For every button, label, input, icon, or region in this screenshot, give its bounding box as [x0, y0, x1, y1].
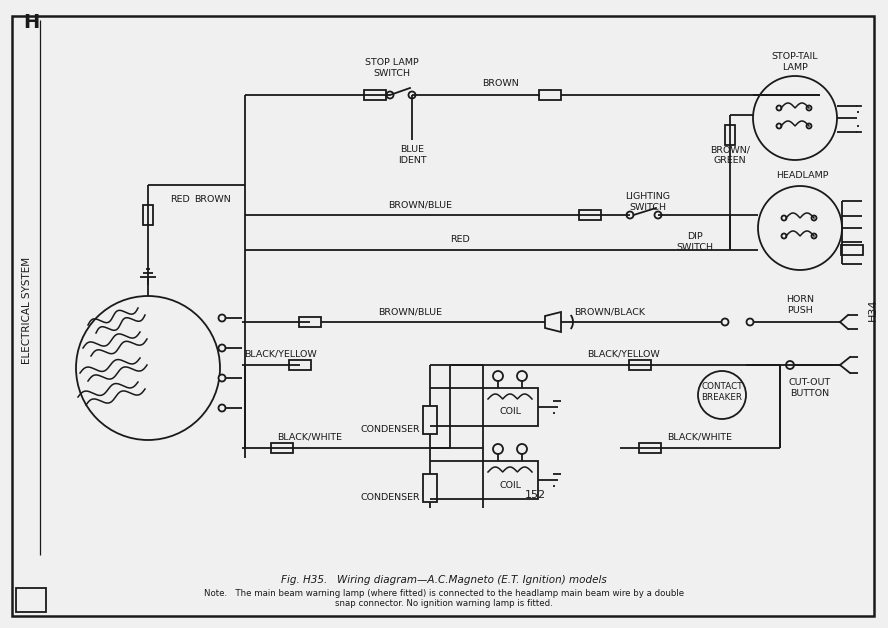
Circle shape	[517, 371, 527, 381]
Circle shape	[753, 76, 837, 160]
Circle shape	[758, 186, 842, 270]
Bar	[271, 443, 293, 453]
Circle shape	[781, 215, 787, 220]
Text: LIGHTING
SWITCH: LIGHTING SWITCH	[625, 192, 670, 212]
Text: snap connector. No ignition warning lamp is fitted.: snap connector. No ignition warning lamp…	[335, 598, 553, 607]
Text: BROWN/
GREEN: BROWN/ GREEN	[710, 145, 750, 165]
Text: CONDENSER: CONDENSER	[361, 426, 420, 435]
Text: HORN
PUSH: HORN PUSH	[786, 295, 814, 315]
Circle shape	[812, 215, 816, 220]
Text: BROWN/BLUE: BROWN/BLUE	[388, 200, 452, 210]
Text: CONTACT
BREAKER: CONTACT BREAKER	[702, 382, 743, 402]
Text: RED: RED	[170, 195, 190, 205]
Circle shape	[721, 318, 728, 325]
Bar	[289, 360, 311, 370]
Text: Fig. H35.   Wiring diagram—A.C.Magneto (E.T. Ignition) models: Fig. H35. Wiring diagram—A.C.Magneto (E.…	[281, 575, 607, 585]
Circle shape	[747, 318, 754, 325]
Bar	[16, 588, 46, 612]
Circle shape	[218, 404, 226, 411]
Text: RED: RED	[450, 234, 470, 244]
Text: BLACK/YELLOW: BLACK/YELLOW	[243, 350, 316, 359]
Circle shape	[517, 444, 527, 454]
Circle shape	[812, 234, 816, 239]
Bar	[579, 210, 601, 220]
Circle shape	[776, 106, 781, 111]
Text: Note.   The main beam warning lamp (where fitted) is connected to the headlamp m: Note. The main beam warning lamp (where …	[204, 588, 684, 597]
Circle shape	[76, 296, 220, 440]
Text: BLACK/YELLOW: BLACK/YELLOW	[587, 350, 660, 359]
Bar	[299, 317, 321, 327]
Text: BLUE
IDENT: BLUE IDENT	[398, 145, 426, 165]
Text: CONDENSER: CONDENSER	[361, 494, 420, 502]
Circle shape	[493, 371, 503, 381]
Circle shape	[218, 345, 226, 352]
Bar	[539, 90, 561, 100]
Bar	[482, 461, 537, 499]
Bar	[725, 125, 735, 145]
Bar	[482, 388, 537, 426]
Text: ELECTRICAL SYSTEM: ELECTRICAL SYSTEM	[22, 256, 32, 364]
Text: BROWN: BROWN	[194, 195, 231, 205]
Text: COIL: COIL	[499, 480, 521, 489]
Circle shape	[776, 124, 781, 129]
Text: STOP-TAIL
LAMP: STOP-TAIL LAMP	[772, 52, 819, 72]
Bar	[629, 360, 651, 370]
Circle shape	[698, 371, 746, 419]
Bar	[841, 245, 863, 255]
Bar	[423, 474, 437, 502]
Text: H34: H34	[868, 299, 878, 322]
Text: H: H	[23, 13, 39, 31]
Circle shape	[781, 234, 787, 239]
Text: DIP
SWITCH: DIP SWITCH	[677, 232, 713, 252]
Text: STOP LAMP
SWITCH: STOP LAMP SWITCH	[365, 58, 419, 78]
Text: CUT-OUT
BUTTON: CUT-OUT BUTTON	[789, 378, 831, 398]
Text: BROWN/BLUE: BROWN/BLUE	[378, 308, 442, 317]
Circle shape	[806, 106, 812, 111]
Bar	[423, 406, 437, 434]
Circle shape	[386, 92, 393, 99]
Bar	[143, 205, 153, 225]
Circle shape	[806, 124, 812, 129]
Text: COIL: COIL	[499, 408, 521, 416]
Circle shape	[627, 212, 633, 219]
Circle shape	[218, 374, 226, 381]
Text: BLACK/WHITE: BLACK/WHITE	[668, 433, 733, 441]
Text: HEADLAMP: HEADLAMP	[776, 171, 829, 180]
Circle shape	[218, 315, 226, 322]
Text: BROWN/BLACK: BROWN/BLACK	[575, 308, 646, 317]
Circle shape	[654, 212, 662, 219]
Bar	[639, 443, 661, 453]
Polygon shape	[545, 312, 561, 332]
Circle shape	[786, 361, 794, 369]
Text: BROWN: BROWN	[481, 80, 519, 89]
Circle shape	[408, 92, 416, 99]
Circle shape	[493, 444, 503, 454]
Text: BLACK/WHITE: BLACK/WHITE	[278, 433, 343, 441]
Bar	[364, 90, 386, 100]
Text: 152: 152	[525, 490, 545, 500]
